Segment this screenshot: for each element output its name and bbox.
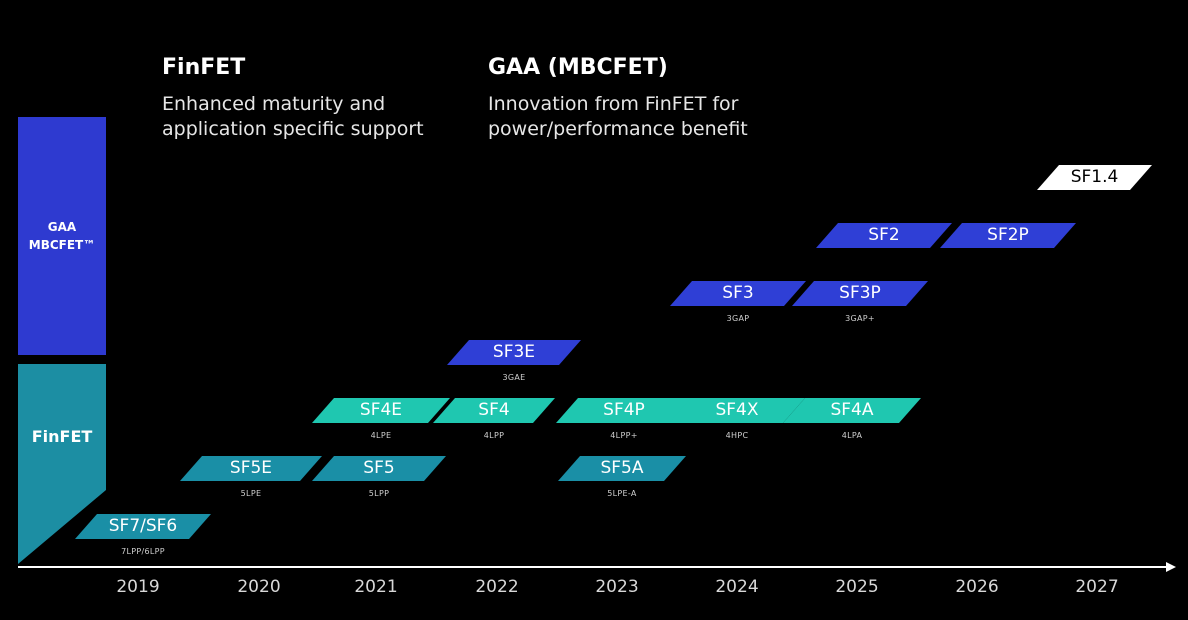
node-label: SF5 xyxy=(363,458,395,478)
node-sub-label: 3GAP+ xyxy=(845,314,875,323)
node-sf7-sf6: SF7/SF6 7LPP/6LPP xyxy=(75,514,211,556)
node-label: SF3E xyxy=(492,342,536,362)
node-sf4x: SF4X 4HPC xyxy=(669,398,805,440)
year-label: 2019 xyxy=(116,577,160,597)
node-label: SF1.4 xyxy=(1070,167,1119,187)
year-label: 2025 xyxy=(835,577,879,597)
node-sf4e: SF4E 4LPE xyxy=(312,398,450,440)
finfet-header-title: FinFET xyxy=(162,55,246,80)
node-label: SF5E xyxy=(229,458,273,478)
node-label: SF4X xyxy=(715,400,759,420)
node-shape xyxy=(940,223,1076,248)
node-label: SF4E xyxy=(359,400,403,420)
node-sub-label: 4LPA xyxy=(841,431,863,440)
node-sub-label: 4LPP xyxy=(483,431,505,440)
node-shape xyxy=(669,398,805,423)
node-shape xyxy=(1037,165,1152,190)
node-sf5e: SF5E 5LPE xyxy=(180,456,322,498)
node-label: SF4 xyxy=(478,400,510,420)
year-label: 2023 xyxy=(595,577,639,597)
year-label: 2021 xyxy=(354,577,398,597)
legend-finfet-block xyxy=(18,364,106,564)
finfet-header: FinFET Enhanced maturity and application… xyxy=(162,55,424,142)
legend-gaa-block xyxy=(18,117,106,355)
node-sf4a: SF4A 4LPA xyxy=(783,398,921,440)
node-sub-label: 3GAP xyxy=(726,314,750,323)
node-label: SF4A xyxy=(830,400,874,420)
node-label: SF3 xyxy=(722,283,754,303)
node-sf1-4: SF1.4 xyxy=(1037,165,1152,190)
node-label: SF2P xyxy=(987,225,1029,245)
finfet-header-desc-line1: Enhanced maturity and xyxy=(162,93,386,115)
node-sub-label: 5LPE xyxy=(240,489,262,498)
node-label: SF7/SF6 xyxy=(108,516,178,536)
node-sf5a: SF5A 5LPE-A xyxy=(558,456,686,498)
gaa-header-title: GAA (MBCFET) xyxy=(488,55,668,80)
node-sf4: SF4 4LPP xyxy=(433,398,555,440)
node-shape xyxy=(180,456,322,481)
legend-gaa-label: GAA MBCFET™ xyxy=(18,117,106,355)
node-label: SF4P xyxy=(603,400,645,420)
legend-finfet-label: FinFET xyxy=(18,364,106,564)
node-shape xyxy=(75,514,211,539)
node-label: SF5A xyxy=(600,458,644,478)
gaa-header-desc-line2: power/performance benefit xyxy=(488,118,748,140)
node-sub-label: 5LPE-A xyxy=(607,489,637,498)
node-shape xyxy=(433,398,555,423)
node-sub-label: 5LPP xyxy=(368,489,390,498)
node-sf2: SF2 xyxy=(816,223,952,248)
year-label: 2020 xyxy=(237,577,281,597)
node-shape xyxy=(312,456,446,481)
timeline-arrow-head xyxy=(1166,562,1176,572)
node-shape xyxy=(783,398,921,423)
legend-gaa-line1: GAA xyxy=(47,220,77,234)
node-sub-label: 4HPC xyxy=(725,431,749,440)
node-sf4p: SF4P 4LPP+ xyxy=(556,398,692,440)
legend-finfet-text: FinFET xyxy=(31,427,93,446)
node-sub-label: 4LPE xyxy=(370,431,392,440)
finfet-header-desc-line2: application specific support xyxy=(162,118,424,140)
year-label: 2027 xyxy=(1075,577,1119,597)
node-sub-label: 3GAE xyxy=(502,373,526,382)
node-sf2p: SF2P xyxy=(940,223,1076,248)
year-label: 2026 xyxy=(955,577,999,597)
node-sub-label: 7LPP/6LPP xyxy=(121,547,165,556)
gaa-header: GAA (MBCFET) Innovation from FinFET for … xyxy=(488,55,748,142)
node-shape xyxy=(558,456,686,481)
legend-gaa-line2: MBCFET™ xyxy=(28,238,96,252)
node-shape xyxy=(816,223,952,248)
gaa-header-desc-line1: Innovation from FinFET for xyxy=(488,93,739,115)
node-label: SF2 xyxy=(868,225,900,245)
node-sf3: SF3 3GAP xyxy=(670,281,806,323)
node-sf3p: SF3P 3GAP+ xyxy=(792,281,928,323)
node-sf5: SF5 5LPP xyxy=(312,456,446,498)
node-shape xyxy=(312,398,450,423)
node-shape xyxy=(670,281,806,306)
year-label: 2022 xyxy=(475,577,519,597)
node-shape xyxy=(792,281,928,306)
node-shape xyxy=(447,340,581,365)
node-sub-label: 4LPP+ xyxy=(610,431,638,440)
node-label: SF3P xyxy=(839,283,881,303)
node-sf3e: SF3E 3GAE xyxy=(447,340,581,382)
node-shape xyxy=(556,398,692,423)
year-label: 2024 xyxy=(715,577,759,597)
